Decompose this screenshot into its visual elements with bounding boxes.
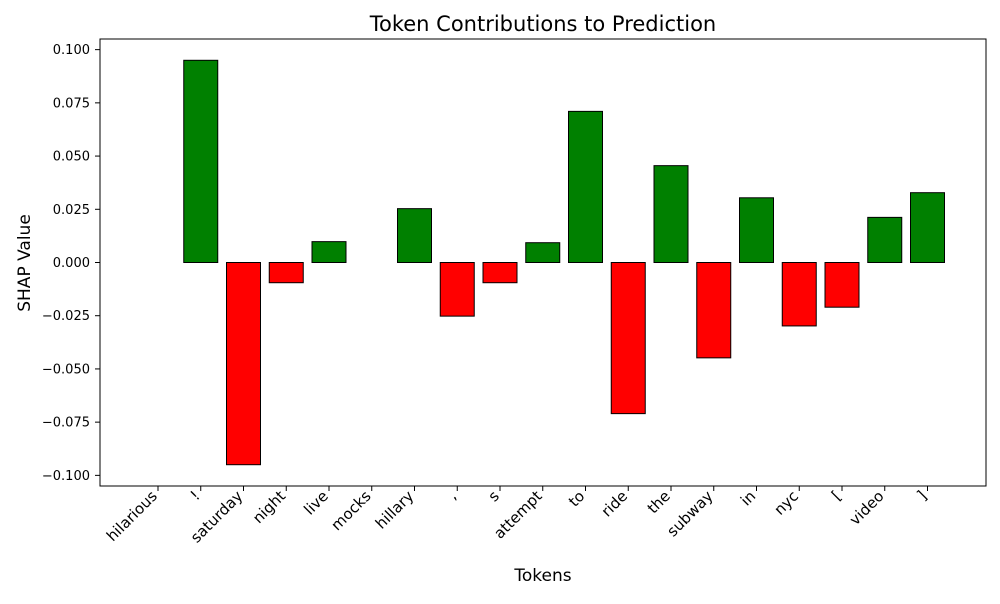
bar-to-10 bbox=[568, 110, 603, 264]
bar-s-8 bbox=[482, 262, 518, 284]
y-tick-label: 0.075 bbox=[53, 96, 90, 111]
bar-live-4 bbox=[311, 241, 347, 263]
bar-the-12 bbox=[653, 165, 689, 263]
y-tick-label: −0.050 bbox=[42, 362, 90, 377]
bar--16 bbox=[824, 262, 860, 308]
x-tick-label: night bbox=[249, 487, 289, 527]
x-tick-label: nyc bbox=[771, 487, 803, 519]
y-axis: 0.100 0.075 0.050 0.025 0.000 −0.025 −0.050 −0.… bbox=[42, 43, 100, 484]
bar-night-3 bbox=[268, 262, 304, 284]
x-axis-title: Tokens bbox=[513, 566, 571, 586]
x-tick-label: live bbox=[300, 487, 331, 518]
x-tick-label: mocks bbox=[328, 487, 375, 534]
y-tick-label: 0.050 bbox=[53, 150, 90, 165]
bar-attempt-9 bbox=[525, 242, 561, 263]
x-tick-label: hilarious bbox=[103, 487, 161, 545]
x-tick-label: to bbox=[565, 487, 588, 510]
y-tick-label: 0.000 bbox=[53, 256, 90, 271]
y-tick-label: 0.100 bbox=[53, 43, 90, 58]
bars-layer bbox=[183, 59, 945, 466]
y-tick-label: −0.100 bbox=[42, 469, 90, 484]
x-tick-label: hillary bbox=[372, 487, 418, 533]
bar--18 bbox=[910, 192, 945, 263]
bar-nyc-15 bbox=[781, 262, 817, 327]
x-tick-label: attempt bbox=[490, 487, 545, 542]
x-tick-label: the bbox=[644, 487, 674, 517]
x-tick-label: ride bbox=[598, 487, 631, 520]
x-tick-label: subway bbox=[663, 487, 716, 540]
bar--7 bbox=[439, 262, 475, 317]
chart-title: Token Contributions to Prediction bbox=[369, 12, 717, 36]
bar-subway-13 bbox=[696, 262, 732, 359]
bar--1 bbox=[183, 59, 219, 264]
bar-hillary-6 bbox=[397, 208, 432, 263]
y-tick-label: −0.075 bbox=[42, 416, 90, 431]
x-axis: hilarious !saturday night livemockshillary,… bbox=[103, 486, 930, 546]
y-axis-title: SHAP Value bbox=[15, 214, 35, 312]
x-tick-label: in bbox=[737, 487, 759, 509]
bar-saturday-2 bbox=[226, 262, 261, 466]
bar-video-17 bbox=[867, 216, 903, 263]
y-tick-label: 0.025 bbox=[53, 203, 90, 218]
y-tick-label: −0.025 bbox=[42, 309, 90, 324]
bar-ride-11 bbox=[610, 262, 646, 415]
bar-in-14 bbox=[739, 197, 774, 263]
x-tick-label: video bbox=[846, 487, 888, 529]
